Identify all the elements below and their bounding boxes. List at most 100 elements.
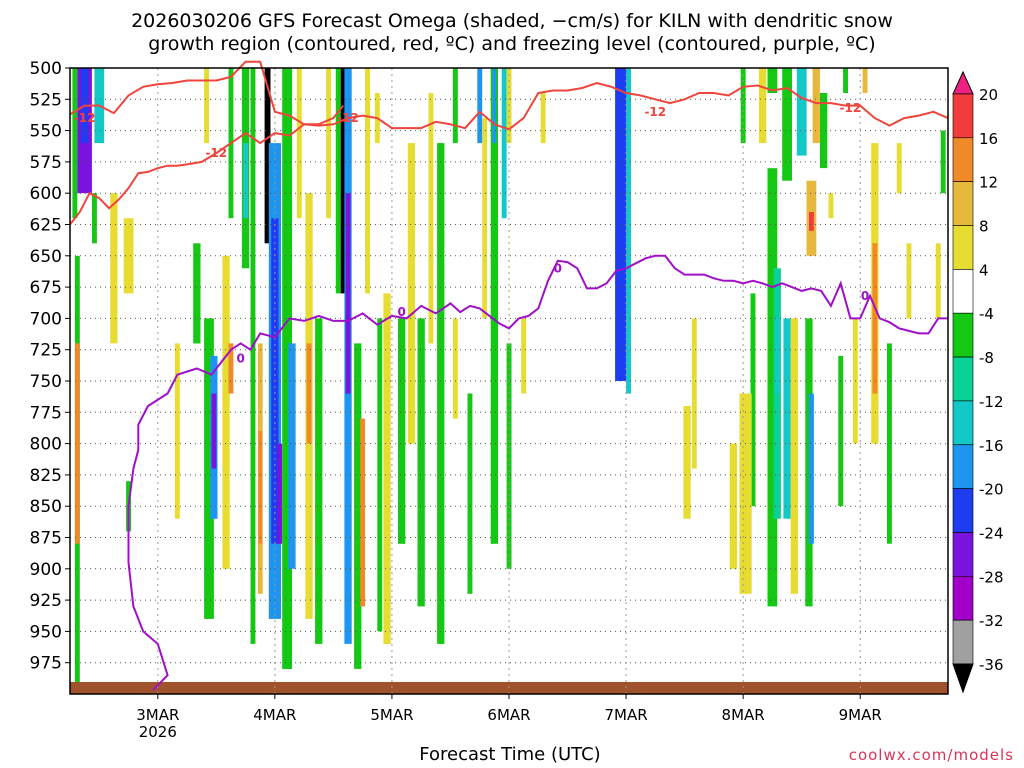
x-tick-label: 9MAR (839, 706, 882, 724)
colorbar-tick-label: 4 (979, 261, 989, 279)
y-tick-label: 650 (30, 247, 62, 267)
y-tick-label: 725 (30, 341, 62, 361)
omega-band (250, 68, 256, 644)
omega-band (774, 318, 780, 394)
colorbar-tick-label: 20 (979, 86, 998, 104)
colorbar-segment (952, 619, 974, 665)
y-tick-label: 775 (30, 403, 62, 423)
y-tick-label: 575 (30, 153, 62, 173)
omega-band (377, 318, 383, 632)
omega-band (222, 255, 230, 569)
omega-band (790, 318, 798, 594)
y-tick-label: 800 (30, 435, 62, 455)
y-tick-label: 900 (30, 560, 62, 580)
contour-label: -12 (205, 146, 227, 160)
credit-link[interactable]: coolwx.com/models (848, 746, 1014, 764)
x-year-label: 2026 (139, 723, 177, 741)
omega-band (477, 68, 483, 144)
omega-band (906, 243, 912, 319)
colorbar: 20 16 12 8 4 -4 -8 -12 -16 -20 -24 -28 -32 -36 (952, 70, 1004, 694)
x-tick-label: 8MAR (722, 706, 765, 724)
colorbar-segment (952, 444, 974, 489)
colorbar-segment (952, 137, 974, 182)
x-tick-label: 4MAR (253, 706, 296, 724)
omega-band (264, 68, 271, 244)
y-tick-label: 600 (30, 184, 62, 204)
omega-band (383, 293, 391, 644)
omega-band (729, 443, 737, 569)
contour-label: 0 (398, 305, 406, 319)
colorbar-top-arrow (952, 70, 974, 95)
colorbar-tick-label: -28 (979, 568, 1004, 586)
omega-band (783, 318, 791, 519)
omega-band (437, 143, 445, 644)
omega-band (174, 343, 180, 519)
omega-band (492, 68, 497, 144)
omega-band (228, 343, 234, 394)
omega-band (767, 168, 778, 607)
omega-band (92, 193, 97, 244)
contour-line--12 (69, 60, 949, 131)
y-tick-label: 825 (30, 466, 62, 486)
omega-band (365, 68, 370, 294)
contour-line-0 (127, 254, 948, 691)
colorbar-segment (952, 488, 974, 533)
omega-band (796, 68, 807, 156)
y-tick-label: 925 (30, 591, 62, 611)
omega-band (615, 68, 628, 381)
contour-label: 0 (237, 352, 245, 366)
omega-band (739, 393, 752, 594)
omega-band (340, 68, 346, 294)
omega-band (467, 393, 473, 594)
omega-band (626, 68, 631, 394)
colorbar-tick-label: 12 (979, 174, 998, 192)
colorbar-segment (952, 269, 974, 314)
omega-band (335, 68, 341, 294)
omega-band (204, 68, 209, 144)
omega-band (360, 418, 366, 607)
y-tick-label: 950 (30, 622, 62, 642)
omega-band (193, 243, 201, 344)
omega-band (326, 68, 331, 219)
colorbar-tick-label: -12 (979, 393, 1004, 411)
x-tick-label: 5MAR (370, 706, 413, 724)
y-tick-label: 850 (30, 497, 62, 517)
omega-band (398, 318, 406, 544)
omega-band (243, 143, 249, 219)
omega-band (452, 68, 458, 144)
chart-title-line-2: growth region (contoured, red, ºC) and f… (148, 33, 876, 55)
omega-band (258, 431, 263, 544)
y-tick-label: 700 (30, 309, 62, 329)
y-tick-label: 625 (30, 216, 62, 236)
omega-band (428, 93, 434, 344)
omega-band (282, 68, 292, 669)
omega-band (809, 212, 814, 231)
contour-label: 0 (554, 261, 562, 275)
colorbar-tick-label: -24 (979, 525, 1004, 543)
omega-band (288, 343, 296, 569)
y-tick-label: 550 (30, 122, 62, 142)
omega-band (452, 318, 458, 419)
colorbar-tick-label: -32 (979, 612, 1004, 630)
y-tick-label: 750 (30, 372, 62, 392)
omega-band (767, 68, 778, 93)
contour-label: 0 (861, 289, 869, 303)
omega-band (306, 343, 312, 444)
omega-band (782, 68, 792, 181)
omega-band (843, 68, 848, 93)
colorbar-segment (952, 532, 974, 577)
y-tick-label: 500 (30, 59, 62, 79)
colorbar-tick-label: -20 (979, 481, 1004, 499)
colorbar-tick-label: -36 (979, 656, 1004, 674)
omega-band (74, 343, 80, 544)
omega-band (506, 343, 512, 569)
chart-title-line-1: 2026030206 GFS Forecast Omega (shaded, −… (131, 10, 893, 32)
omega-band (204, 318, 214, 619)
colorbar-segment (952, 312, 974, 358)
colorbar-segment (952, 225, 974, 270)
omega-band (521, 318, 527, 394)
colorbar-tick-label: 8 (979, 218, 989, 236)
colorbar-tick-label: -16 (979, 437, 1004, 455)
colorbar-bottom-arrow (952, 663, 974, 694)
omega-band (759, 68, 767, 144)
